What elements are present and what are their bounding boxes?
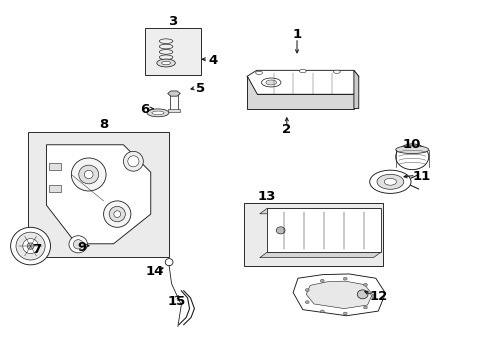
Bar [167,109,180,112]
Ellipse shape [27,243,34,249]
Text: 9: 9 [77,241,86,255]
Ellipse shape [11,227,50,265]
Ellipse shape [305,289,308,292]
Ellipse shape [395,144,428,170]
Polygon shape [259,208,380,214]
Text: 12: 12 [368,289,386,303]
Ellipse shape [147,109,168,117]
Bar [244,203,382,266]
Ellipse shape [305,301,308,303]
Ellipse shape [376,174,403,189]
Text: 1: 1 [292,28,301,41]
Ellipse shape [357,290,367,299]
Ellipse shape [384,179,396,185]
Ellipse shape [343,277,346,280]
Ellipse shape [363,283,366,286]
Ellipse shape [71,158,106,191]
Text: 5: 5 [196,82,205,95]
Text: 15: 15 [167,295,185,308]
Ellipse shape [157,59,175,67]
Polygon shape [259,252,380,258]
Ellipse shape [162,61,170,65]
Ellipse shape [320,279,324,282]
Ellipse shape [395,146,428,154]
Polygon shape [246,76,353,109]
Ellipse shape [299,69,305,73]
Ellipse shape [369,170,410,193]
Text: 2: 2 [282,123,291,136]
Ellipse shape [152,111,163,114]
Ellipse shape [320,310,324,313]
Ellipse shape [109,206,125,222]
Ellipse shape [363,306,366,309]
Ellipse shape [265,80,276,85]
Ellipse shape [16,232,45,260]
Ellipse shape [114,211,121,217]
Polygon shape [305,281,372,309]
Polygon shape [353,70,358,109]
Bar [49,185,61,192]
Polygon shape [167,91,180,96]
Ellipse shape [23,239,38,253]
Ellipse shape [333,70,340,73]
Ellipse shape [79,165,99,184]
Ellipse shape [69,236,87,253]
Text: 3: 3 [168,14,177,27]
Ellipse shape [73,240,83,249]
Text: 11: 11 [412,170,430,183]
Bar [49,163,61,170]
Ellipse shape [255,71,262,75]
Text: 13: 13 [257,190,275,203]
Ellipse shape [165,258,173,266]
Polygon shape [246,70,358,94]
Text: 14: 14 [145,265,163,278]
Polygon shape [266,208,380,252]
Ellipse shape [127,156,139,167]
Polygon shape [292,274,385,316]
Ellipse shape [103,201,131,227]
Text: 8: 8 [99,118,108,131]
Bar [144,28,201,75]
Ellipse shape [371,295,375,297]
Ellipse shape [276,227,285,234]
Ellipse shape [261,78,281,87]
Ellipse shape [123,151,143,171]
Text: 10: 10 [402,138,421,151]
Text: 7: 7 [32,243,41,256]
Ellipse shape [84,170,93,179]
Text: 4: 4 [208,54,217,67]
Ellipse shape [343,312,346,315]
Bar [170,95,178,111]
Bar [28,132,169,257]
Polygon shape [46,145,150,244]
Text: 6: 6 [140,103,149,116]
